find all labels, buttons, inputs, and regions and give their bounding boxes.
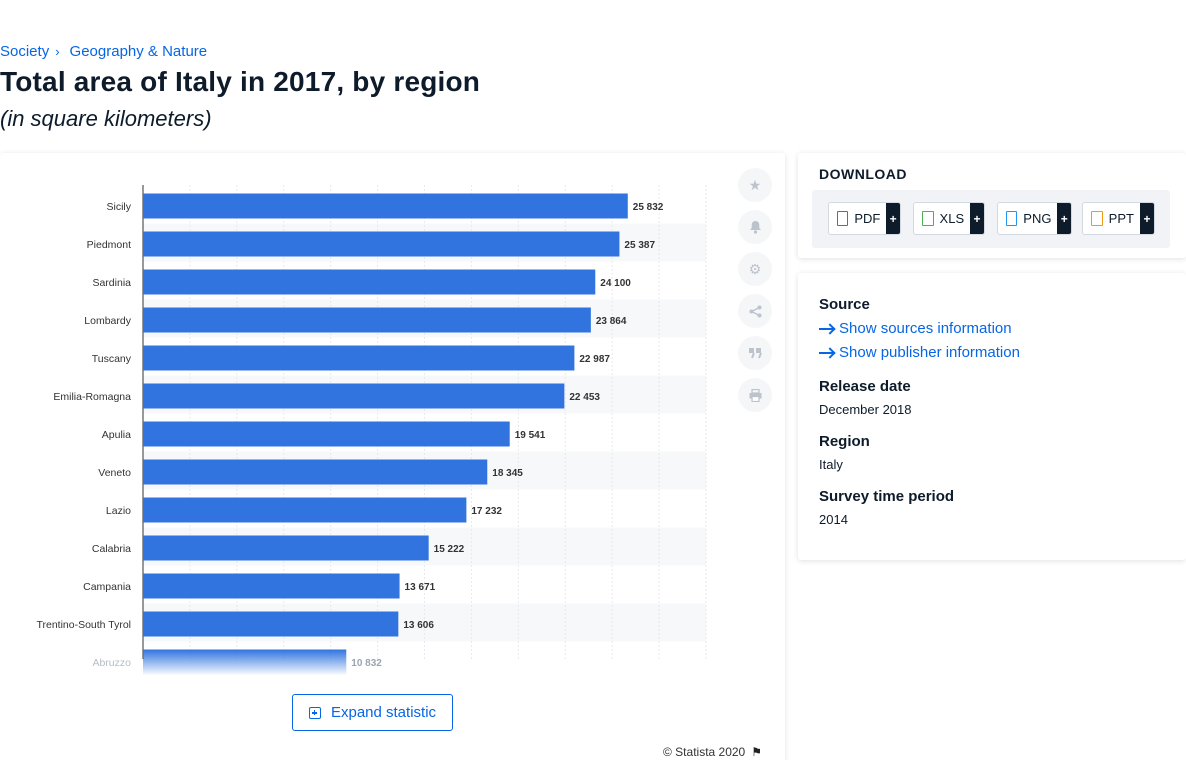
- value-label: 10 832: [351, 658, 382, 669]
- show-publisher-label: Show publisher information: [839, 344, 1020, 361]
- category-label: Sardinia: [92, 277, 131, 289]
- download-pdf-label: PDF: [854, 211, 881, 226]
- download-ppt-add[interactable]: +: [1139, 203, 1154, 234]
- bar-calabria: [143, 535, 429, 561]
- bar-sicily: [143, 193, 628, 219]
- category-label: Veneto: [98, 467, 131, 479]
- release-value: December 2018: [819, 402, 912, 417]
- download-xls-label: XLS: [939, 211, 965, 226]
- category-label: Calabria: [92, 543, 131, 555]
- bell-icon[interactable]: [738, 210, 772, 244]
- share-icon[interactable]: [738, 294, 772, 328]
- category-label: Trentino-South Tyrol: [36, 619, 131, 631]
- plus-square-icon: [308, 706, 321, 719]
- bar-piedmont: [143, 231, 620, 257]
- bar-tuscany: [143, 345, 575, 371]
- category-label: Lazio: [106, 505, 131, 517]
- value-label: 25 832: [633, 202, 664, 213]
- download-buttons: PDF + XLS + PNG + PPT +: [812, 190, 1170, 248]
- png-file-icon: [1006, 211, 1018, 226]
- survey-value: 2014: [819, 512, 848, 527]
- region-heading: Region: [819, 433, 870, 450]
- category-label: Sicily: [106, 201, 131, 213]
- quote-icon[interactable]: [738, 336, 772, 370]
- download-png-label: PNG: [1023, 211, 1052, 226]
- star-icon[interactable]: ★: [738, 168, 772, 202]
- copyright-text: © Statista 2020: [663, 745, 746, 759]
- bar-apulia: [143, 421, 510, 447]
- download-png-add[interactable]: +: [1057, 203, 1071, 234]
- print-icon[interactable]: [738, 378, 772, 412]
- download-xls-button[interactable]: XLS +: [913, 202, 985, 235]
- page-subtitle: (in square kilometers): [0, 106, 212, 131]
- bar-abruzzo: [143, 649, 347, 675]
- value-label: 17 232: [471, 506, 502, 517]
- bar-emilia-romagna: [143, 383, 565, 409]
- chevron-right-icon: ›: [55, 44, 60, 59]
- download-png-button[interactable]: PNG +: [997, 202, 1072, 235]
- arrow-right-icon: [819, 351, 833, 354]
- download-pdf-button[interactable]: PDF +: [828, 202, 901, 235]
- category-label: Tuscany: [92, 353, 132, 365]
- pdf-file-icon: [837, 211, 849, 226]
- arrow-right-icon: [819, 327, 833, 330]
- breadcrumb-geography-link[interactable]: Geography & Nature: [69, 43, 208, 60]
- flag-icon[interactable]: ⚑: [751, 745, 762, 759]
- info-card: Source Show sources information Show pub…: [798, 273, 1186, 560]
- download-card: DOWNLOAD PDF + XLS + PNG + PPT +: [798, 153, 1186, 258]
- xls-file-icon: [922, 211, 934, 226]
- bar-chart: Sicily 25 832 Piedmont 25 387 Sardinia 24 100…: [36, 185, 707, 675]
- value-label: 22 453: [569, 392, 600, 403]
- show-sources-label: Show sources information: [839, 320, 1012, 337]
- source-heading: Source: [819, 296, 870, 313]
- value-label: 18 345: [492, 468, 523, 479]
- bar-veneto: [143, 459, 488, 485]
- expand-statistic-label: Expand statistic: [330, 704, 437, 721]
- category-label: Lombardy: [84, 315, 131, 327]
- chart-card: Sicily 25 832 Piedmont 25 387 Sardinia 24 100…: [0, 153, 785, 760]
- bar-sardinia: [143, 269, 596, 295]
- chart-toolbar: ★ ⚙: [738, 168, 772, 420]
- download-title: DOWNLOAD: [819, 166, 907, 182]
- breadcrumb-society-link[interactable]: Society: [0, 43, 50, 60]
- bar-trentino-south-tyrol: [143, 611, 399, 637]
- release-heading: Release date: [819, 378, 911, 395]
- survey-heading: Survey time period: [819, 488, 955, 505]
- value-label: 19 541: [515, 430, 546, 441]
- show-publisher-link[interactable]: Show publisher information: [819, 344, 1020, 361]
- value-label: 15 222: [434, 544, 465, 555]
- copyright: © Statista 2020 ⚑: [663, 745, 762, 759]
- value-label: 23 864: [596, 316, 627, 327]
- value-label: 22 987: [579, 354, 610, 365]
- value-label: 13 606: [403, 620, 434, 631]
- download-ppt-button[interactable]: PPT +: [1082, 202, 1155, 235]
- category-label: Piedmont: [87, 239, 131, 251]
- bar-lombardy: [143, 307, 591, 333]
- bar-campania: [143, 573, 400, 599]
- category-label: Emilia-Romagna: [53, 391, 131, 403]
- category-label: Abruzzo: [92, 657, 131, 669]
- download-ppt-label: PPT: [1108, 211, 1134, 226]
- breadcrumb: Society › Geography & Nature: [0, 43, 207, 60]
- bar-lazio: [143, 497, 467, 523]
- category-label: Apulia: [102, 429, 131, 441]
- expand-statistic-button[interactable]: Expand statistic: [292, 694, 453, 731]
- value-label: 13 671: [405, 582, 436, 593]
- value-label: 24 100: [600, 278, 631, 289]
- category-label: Campania: [83, 581, 131, 593]
- region-value: Italy: [819, 457, 843, 472]
- page-title: Total area of Italy in 2017, by region: [0, 66, 481, 97]
- gear-icon[interactable]: ⚙: [738, 252, 772, 286]
- download-xls-add[interactable]: +: [970, 203, 984, 234]
- value-label: 25 387: [624, 240, 655, 251]
- download-pdf-add[interactable]: +: [886, 203, 900, 234]
- ppt-file-icon: [1091, 211, 1103, 226]
- show-sources-link[interactable]: Show sources information: [819, 320, 1012, 337]
